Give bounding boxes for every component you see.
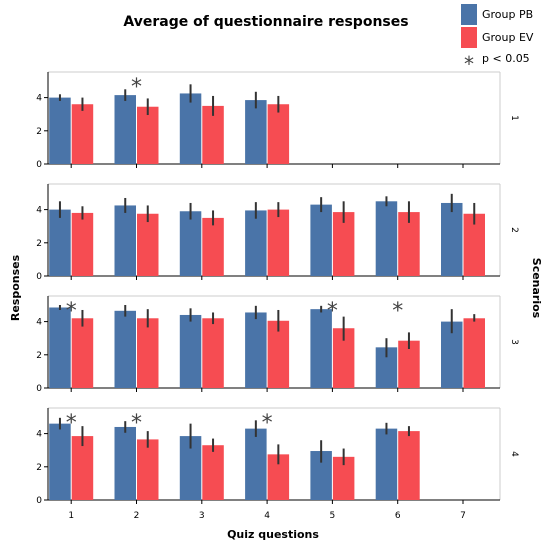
scenario-label: 2: [509, 227, 519, 233]
y-tick-label: 4: [36, 318, 42, 328]
y-tick-label: 0: [36, 384, 42, 394]
x-tick-label: 6: [395, 511, 401, 521]
bar-group-ev-q1: [71, 436, 94, 500]
bar-group-ev-q6: [398, 340, 420, 388]
bar-group-pb-q7: [441, 321, 463, 388]
bar-group-pb-q5: [310, 451, 332, 500]
y-tick-label: 2: [36, 463, 42, 473]
significance-asterisk-icon: *: [131, 75, 142, 100]
bar-group-pb-q3: [179, 211, 202, 276]
y-tick-label: 0: [36, 496, 42, 506]
x-tick-label: 3: [199, 511, 205, 521]
bar-group-ev-q2: [137, 439, 159, 500]
bar-group-ev-q5: [332, 456, 355, 500]
legend-label-group-pb: Group PB: [482, 8, 533, 21]
bar-group-ev-q2: [137, 106, 159, 164]
bar-group-pb-q2: [114, 310, 136, 388]
bar-group-ev-q6: [398, 212, 420, 276]
legend-label-group-ev: Group EV: [482, 31, 534, 44]
bar-group-ev-q7: [463, 213, 485, 276]
x-tick-label: 5: [330, 511, 336, 521]
bar-group-ev-q5: [332, 212, 355, 276]
bar-group-ev-q5: [332, 328, 355, 388]
y-tick-label: 0: [36, 160, 42, 170]
legend: Group PB Group EV * p < 0.05: [461, 4, 534, 76]
bar-group-pb-q4: [245, 100, 267, 164]
bar-group-pb-q7: [441, 202, 463, 276]
panel-scenario-2: 0 2 4 2: [36, 183, 519, 282]
significance-asterisk-icon: *: [131, 411, 142, 436]
legend-swatch-group-pb: [461, 4, 477, 25]
bar-group-ev-q4: [267, 104, 290, 164]
y-tick-label: 0: [36, 272, 42, 282]
bar-group-pb-q4: [245, 210, 267, 276]
bar-group-ev-q6: [398, 431, 420, 500]
y-tick-label: 4: [36, 94, 42, 104]
bar-group-pb-q6: [375, 428, 398, 500]
bar-group-ev-q3: [202, 105, 224, 164]
significance-asterisk-icon: *: [66, 411, 77, 436]
x-tick-label: 1: [68, 511, 74, 521]
bar-group-pb-q1: [49, 97, 71, 164]
bar-group-pb-q4: [245, 312, 267, 388]
significance-asterisk-icon: *: [392, 299, 403, 324]
bar-group-ev-q1: [71, 318, 94, 388]
panel-scenario-4: 0 2 4 * * * 4: [36, 407, 519, 506]
bar-group-ev-q3: [202, 318, 224, 388]
y-tick-label: 4: [36, 206, 42, 216]
x-tick-label: 2: [134, 511, 140, 521]
bar-group-ev-q2: [137, 213, 159, 276]
bar-group-pb-q1: [49, 209, 71, 276]
x-tick-label: 4: [264, 511, 270, 521]
scenarios-axis-title: Scenarios: [530, 258, 543, 319]
bar-group-pb-q3: [179, 436, 202, 500]
significance-asterisk-icon: *: [66, 299, 77, 324]
bar-group-ev-q4: [267, 454, 290, 500]
bar-group-pb-q3: [179, 314, 202, 388]
bar-group-ev-q4: [267, 209, 290, 276]
bar-group-pb-q5: [310, 309, 332, 388]
bar-group-ev-q1: [71, 212, 94, 276]
y-tick-label: 4: [36, 430, 42, 440]
y-tick-label: 2: [36, 127, 42, 137]
panel-scenario-1: 0 2 4 * 1: [36, 71, 519, 170]
y-axis-title: Responses: [9, 254, 22, 321]
bar-group-pb-q6: [375, 347, 398, 388]
legend-label-significance: p < 0.05: [482, 52, 530, 65]
bar-group-ev-q7: [463, 318, 485, 388]
bar-group-pb-q2: [114, 205, 136, 276]
x-tick-label: 7: [460, 511, 466, 521]
significance-asterisk-icon: *: [262, 411, 273, 436]
bar-group-ev-q1: [71, 104, 94, 164]
significance-asterisk-icon: *: [327, 299, 338, 324]
bar-group-ev-q2: [137, 318, 159, 388]
bar-group-pb-q2: [114, 426, 136, 500]
bar-group-pb-q6: [375, 201, 398, 276]
bar-group-pb-q1: [49, 423, 71, 500]
bar-group-pb-q4: [245, 428, 267, 500]
legend-asterisk-icon: *: [464, 52, 474, 76]
bar-group-pb-q2: [114, 95, 136, 164]
bar-group-ev-q3: [202, 217, 224, 276]
scenario-label: 1: [509, 115, 519, 121]
scenario-label: 3: [509, 339, 519, 345]
bar-group-ev-q3: [202, 445, 224, 500]
scenario-label: 4: [509, 451, 519, 457]
bar-group-pb-q1: [49, 307, 71, 388]
chart-title: Average of questionnaire responses: [123, 14, 408, 30]
bar-group-pb-q3: [179, 93, 202, 164]
bar-group-pb-q5: [310, 204, 332, 276]
y-tick-label: 2: [36, 239, 42, 249]
bar-group-ev-q4: [267, 320, 290, 388]
x-axis-title: Quiz questions: [227, 528, 319, 541]
legend-swatch-group-ev: [461, 27, 477, 48]
panel-scenario-3: 0 2 4 * * * 3: [36, 295, 519, 394]
y-tick-label: 2: [36, 351, 42, 361]
